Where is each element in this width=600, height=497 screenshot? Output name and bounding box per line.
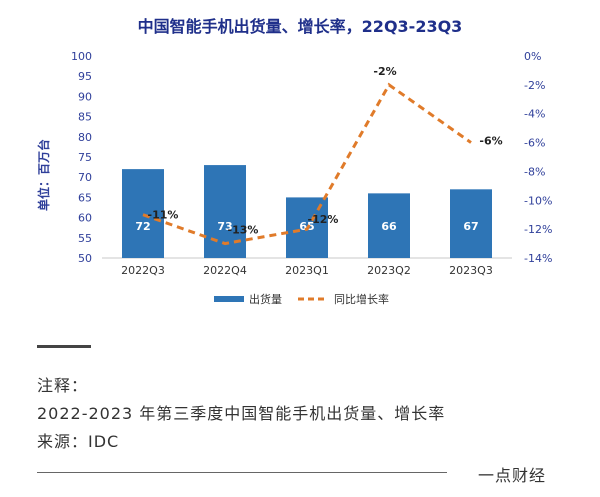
y2-axis-ticks: 0% -2% -4% -6% -8% -10% -12% -14% — [524, 50, 552, 265]
y-tick-label: 60 — [78, 212, 92, 225]
bar — [450, 189, 492, 258]
line-value-label: -12% — [308, 213, 339, 226]
bar — [122, 169, 164, 258]
y-tick-label: 85 — [78, 111, 92, 124]
brand-text: 一点财经 — [478, 466, 547, 485]
bottom-rule — [37, 472, 447, 473]
line-value-label: -11% — [148, 209, 179, 222]
y2-tick-label: -2% — [524, 79, 545, 92]
category-labels: 2022Q3 2022Q4 2023Q1 2023Q2 2023Q3 — [121, 264, 493, 277]
y-tick-label: 75 — [78, 151, 92, 164]
legend-bar-label: 出货量 — [249, 292, 282, 306]
bar-value-label: 67 — [463, 220, 478, 233]
y2-tick-label: -4% — [524, 108, 545, 121]
y2-tick-label: -14% — [524, 252, 552, 265]
y-axis-label: 单位：百万台 — [36, 139, 51, 211]
chart: 中国智能手机出货量、增长率，22Q3-23Q3 单位：百万台 100 95 90 85… — [36, 17, 552, 306]
bar-series: 72 73 65 66 67 — [122, 165, 492, 258]
y-tick-label: 95 — [78, 70, 92, 83]
y-tick-label: 65 — [78, 191, 92, 204]
y-tick-label: 55 — [78, 232, 92, 245]
chart-title: 中国智能手机出货量、增长率，22Q3-23Q3 — [138, 17, 463, 36]
legend-line-label: 同比增长率 — [334, 292, 389, 306]
y-tick-label: 80 — [78, 131, 92, 144]
line-value-label: -13% — [228, 224, 259, 237]
y2-tick-label: 0% — [524, 50, 541, 63]
category-label: 2022Q3 — [121, 264, 165, 277]
legend-bar-swatch — [214, 296, 244, 302]
note-text: 2022-2023 年第三季度中国智能手机出货量、增长率 — [37, 404, 446, 423]
growth-line — [142, 82, 472, 246]
y-axis-ticks: 100 95 90 85 80 75 70 65 60 55 50 — [71, 50, 92, 265]
y-tick-label: 90 — [78, 90, 92, 103]
category-label: 2023Q3 — [449, 264, 493, 277]
line-series: -11% -13% -12% -2% -6% — [142, 65, 503, 246]
bar-value-label: 73 — [217, 220, 232, 233]
category-label: 2023Q1 — [285, 264, 329, 277]
legend: 出货量 同比增长率 — [214, 292, 389, 306]
y-tick-label: 100 — [71, 50, 92, 63]
bar-value-label: 66 — [381, 220, 397, 233]
line-value-label: -2% — [373, 65, 396, 78]
bar-value-label: 72 — [135, 220, 150, 233]
bar — [368, 193, 410, 258]
line-value-label: -6% — [479, 135, 502, 148]
y2-tick-label: -6% — [524, 137, 545, 150]
category-label: 2022Q4 — [203, 264, 247, 277]
top-rule — [37, 345, 91, 348]
y-tick-label: 50 — [78, 252, 92, 265]
y2-tick-label: -12% — [524, 223, 552, 236]
y2-tick-label: -10% — [524, 194, 552, 207]
category-label: 2023Q2 — [367, 264, 411, 277]
y2-tick-label: -8% — [524, 165, 545, 178]
source-text: 来源：IDC — [37, 432, 120, 451]
y-tick-label: 70 — [78, 171, 92, 184]
note-label: 注释： — [37, 376, 89, 395]
